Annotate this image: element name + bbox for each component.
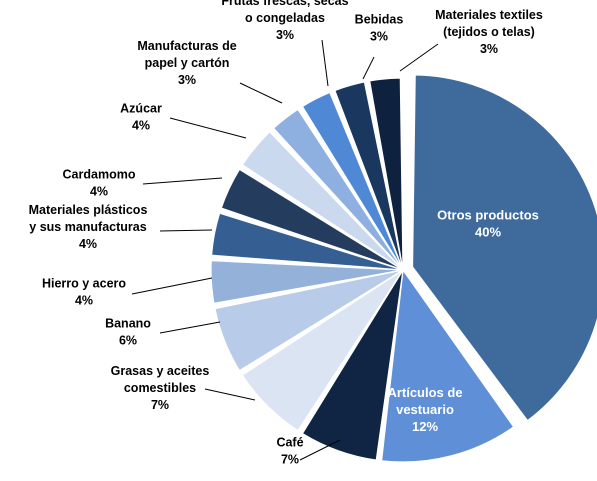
leader-line-4 bbox=[204, 388, 256, 401]
slice-label-text: Materiales textiles bbox=[435, 8, 543, 22]
leader-line-10 bbox=[239, 82, 283, 104]
leader-line-9 bbox=[169, 117, 247, 139]
slice-label-text: Banano bbox=[105, 317, 151, 331]
slice-label-3: Café 7% bbox=[276, 436, 303, 467]
slice-label-4: Grasas y aceites comestibles 7% bbox=[111, 364, 210, 412]
leader-line-11 bbox=[321, 39, 329, 87]
slice-label-text: Frutas frescas, secas bbox=[221, 0, 348, 8]
slice-value: 3% bbox=[480, 42, 498, 56]
slice-label-text: Hierro y acero bbox=[42, 277, 126, 291]
slice-label-text: Manufacturas de bbox=[137, 39, 236, 53]
leader-line-6 bbox=[131, 277, 213, 295]
slice-value: 3% bbox=[370, 30, 388, 44]
slice-label-text: Materiales plásticos bbox=[29, 203, 148, 217]
slice-value: 4% bbox=[132, 119, 150, 133]
slice-label-text: Café bbox=[276, 436, 303, 450]
leader-line-3 bbox=[299, 439, 341, 461]
slice-label-text: Grasas y aceites bbox=[111, 364, 210, 378]
slice-label-text: (tejidos o telas) bbox=[443, 25, 535, 39]
slice-value: 3% bbox=[178, 73, 196, 87]
pie-slice-4 bbox=[241, 269, 404, 432]
slice-value: 7% bbox=[281, 453, 299, 467]
leader-line-5 bbox=[159, 321, 221, 334]
slice-value: 40% bbox=[475, 225, 501, 240]
slice-label-text: Cardamomo bbox=[63, 168, 136, 182]
slice-label-2: Artículos de vestuario 12% bbox=[387, 385, 462, 434]
slice-label-6: Hierro y acero 4% bbox=[42, 277, 126, 308]
slice-label-13: Materiales textiles (tejidos o telas) 3% bbox=[435, 8, 543, 56]
slice-label-text: papel y cartón bbox=[145, 56, 230, 70]
slice-value: 6% bbox=[119, 334, 137, 348]
leader-line-13 bbox=[399, 43, 439, 72]
slice-label-text: Otros productos bbox=[437, 208, 539, 223]
pie-slice-5 bbox=[214, 269, 404, 372]
slice-label-11: Frutas frescas, secas o congeladas 3% bbox=[221, 0, 348, 42]
slice-value: 4% bbox=[75, 294, 93, 308]
pie-slice-2 bbox=[380, 268, 515, 463]
pie-slice-7 bbox=[210, 212, 404, 271]
slice-label-text: y sus manufacturas bbox=[29, 220, 146, 234]
slice-label-text: o congeladas bbox=[245, 11, 325, 25]
slice-label-10: Manufacturas de papel y cartón 3% bbox=[137, 39, 236, 87]
pie-slice-9 bbox=[241, 131, 404, 271]
pie-slice-3 bbox=[301, 269, 404, 461]
slice-label-text: vestuario bbox=[396, 402, 454, 417]
slice-value: 7% bbox=[151, 398, 169, 412]
slice-value: 4% bbox=[79, 237, 97, 251]
slice-label-text: comestibles bbox=[124, 381, 196, 395]
pie-slice-1 bbox=[411, 74, 597, 422]
leader-line-12 bbox=[362, 56, 375, 80]
slice-label-text: Artículos de bbox=[387, 385, 462, 400]
leader-line-8 bbox=[142, 177, 223, 185]
slice-label-text: Bebidas bbox=[355, 13, 404, 27]
pie-slice-10 bbox=[272, 108, 404, 271]
slice-label-12: Bebidas 3% bbox=[355, 13, 404, 44]
slice-label-5: Banano 6% bbox=[105, 317, 151, 348]
slice-label-1: Otros productos 40% bbox=[437, 208, 539, 240]
pie-slice-12 bbox=[334, 81, 404, 271]
leader-line-7 bbox=[159, 229, 213, 232]
slice-value: 3% bbox=[276, 28, 294, 42]
pie-slice-13 bbox=[368, 77, 404, 271]
pie-slice-8 bbox=[220, 168, 404, 271]
slice-label-7: Materiales plásticos y sus manufacturas 4% bbox=[29, 203, 148, 251]
slice-value: 12% bbox=[412, 419, 438, 434]
slice-label-8: Cardamomo 4% bbox=[63, 168, 136, 199]
slice-label-9: Azúcar 4% bbox=[120, 102, 162, 133]
slice-label-text: Azúcar bbox=[120, 102, 162, 116]
slice-value: 4% bbox=[90, 185, 108, 199]
pie-slice-11 bbox=[301, 91, 404, 271]
pie-slice-6 bbox=[210, 259, 404, 305]
